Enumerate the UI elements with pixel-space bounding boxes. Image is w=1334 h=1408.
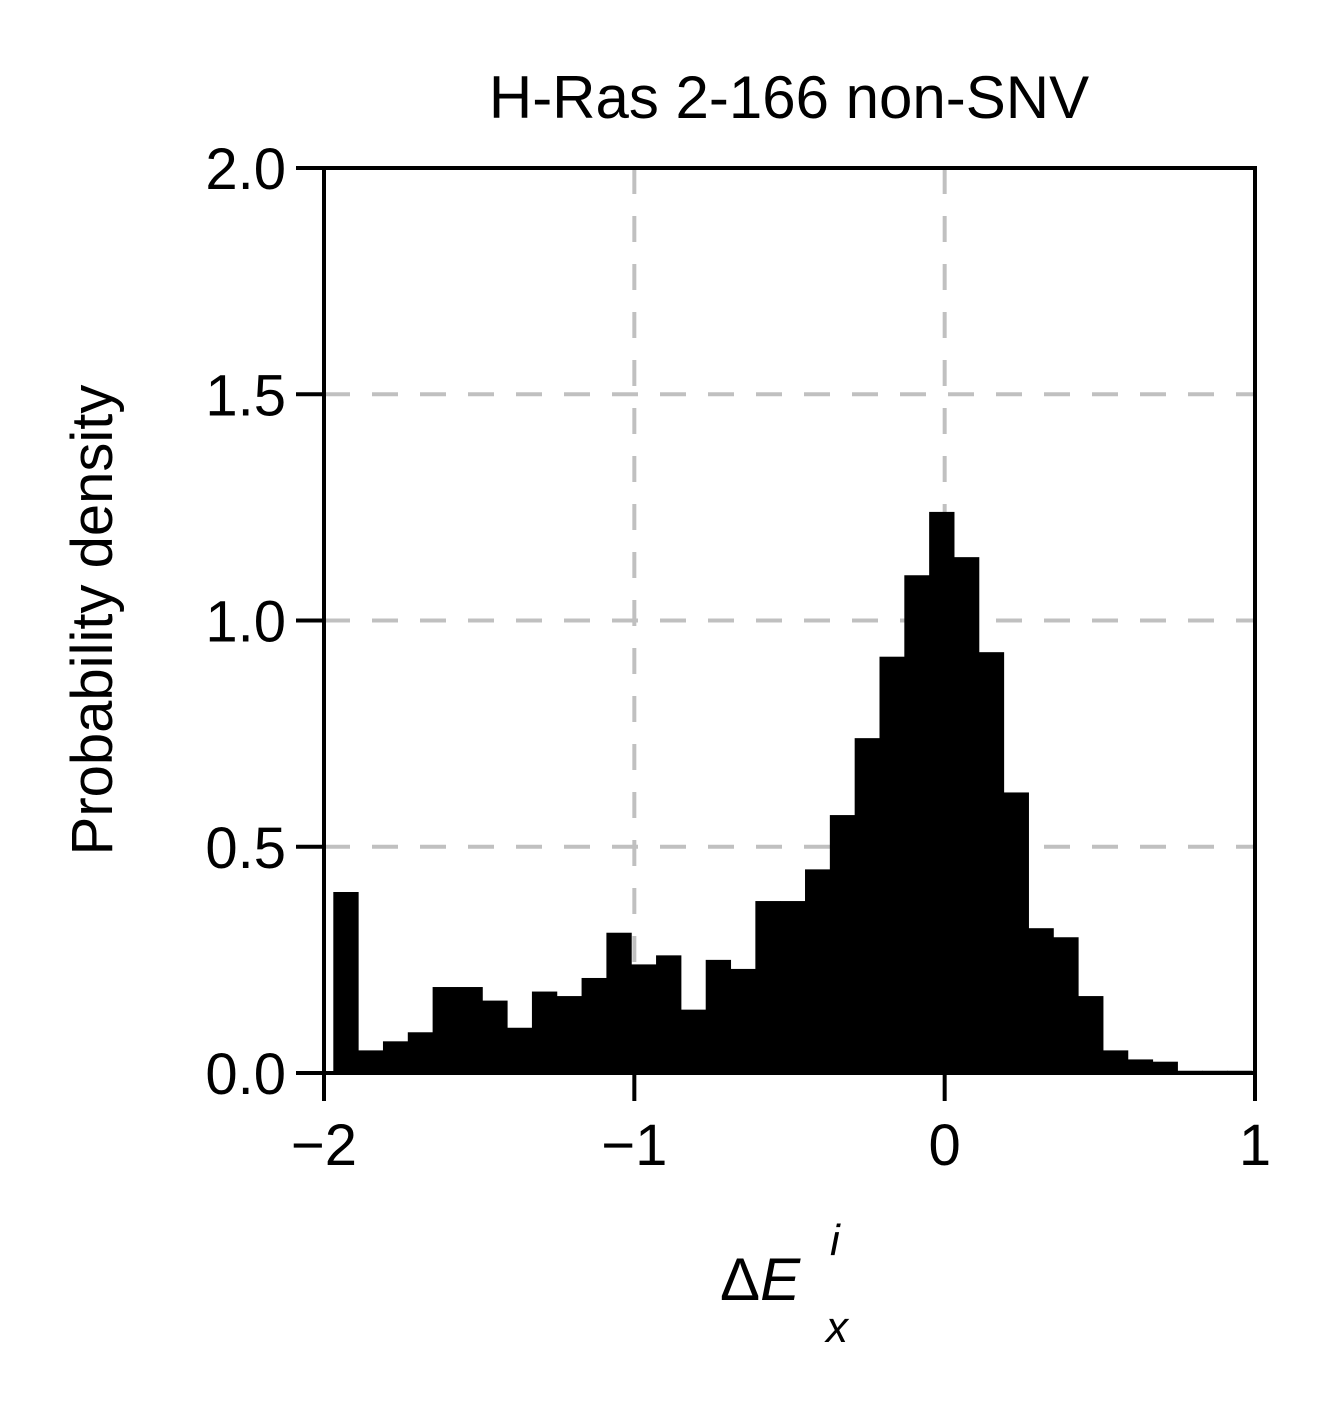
x-axis-label-subscript: x xyxy=(824,1303,850,1352)
chart-title: H-Ras 2-166 non-SNV xyxy=(489,64,1089,131)
histogram-bar xyxy=(1102,1050,1129,1073)
histogram-bar xyxy=(780,901,806,1073)
histogram-bar xyxy=(1003,792,1029,1073)
histogram-bar xyxy=(507,1027,533,1073)
histogram-bar xyxy=(482,1000,508,1073)
histogram-bar xyxy=(879,656,905,1073)
histogram-bar xyxy=(1053,937,1079,1073)
histogram-bar xyxy=(631,964,657,1073)
x-axis-label-superscript: i xyxy=(830,1216,841,1265)
x-axis-ticks: −2 −1 0 1 xyxy=(291,1073,1271,1178)
histogram-bar xyxy=(680,1009,707,1073)
histogram-bar xyxy=(382,1041,409,1073)
histogram-bar xyxy=(432,987,458,1073)
histogram-bar xyxy=(978,652,1005,1073)
histogram-bar xyxy=(407,1032,434,1073)
y-tick-label: 0.5 xyxy=(205,816,286,881)
histogram-bar xyxy=(829,815,856,1073)
y-tick-label: 0.0 xyxy=(205,1042,286,1107)
x-tick-label: 1 xyxy=(1239,1113,1271,1178)
y-tick-label: 1.0 xyxy=(205,590,286,655)
x-tick-label: −2 xyxy=(291,1113,357,1178)
histogram-bar xyxy=(1078,996,1104,1073)
x-tick-label: 0 xyxy=(929,1113,961,1178)
svg-text:ΔE: ΔE xyxy=(720,1246,801,1313)
histogram-bar xyxy=(606,932,632,1073)
histogram-bar xyxy=(854,738,880,1073)
x-axis-label-delta: Δ xyxy=(720,1246,760,1313)
histogram-bar xyxy=(705,959,732,1073)
histogram-bar xyxy=(333,892,359,1073)
histogram-bar xyxy=(358,1050,384,1073)
y-axis-label: Probability density xyxy=(60,385,125,856)
histogram-bar xyxy=(457,987,483,1073)
x-axis-label: ΔE i x xyxy=(720,1216,850,1352)
histogram-bar xyxy=(805,869,831,1073)
histogram-bar xyxy=(953,557,980,1073)
x-tick-label: −1 xyxy=(601,1113,667,1178)
histogram-bar xyxy=(581,977,607,1073)
histogram-bar xyxy=(1028,928,1054,1073)
y-tick-label: 2.0 xyxy=(205,137,286,202)
histogram-bar xyxy=(556,996,583,1073)
histogram-bar xyxy=(1127,1059,1154,1073)
x-axis-label-base: E xyxy=(760,1246,801,1313)
histogram-bar xyxy=(929,511,955,1073)
histogram-bar xyxy=(755,901,781,1073)
histogram-bar xyxy=(656,955,682,1073)
histogram-bar xyxy=(531,991,558,1073)
y-tick-label: 1.5 xyxy=(205,363,286,428)
histogram-bar xyxy=(1152,1061,1178,1073)
histogram-bar xyxy=(730,968,756,1073)
y-axis-ticks: 0.0 0.5 1.0 1.5 2.0 xyxy=(205,137,324,1107)
histogram-bar xyxy=(904,575,930,1073)
histogram-bars xyxy=(333,511,1253,1073)
